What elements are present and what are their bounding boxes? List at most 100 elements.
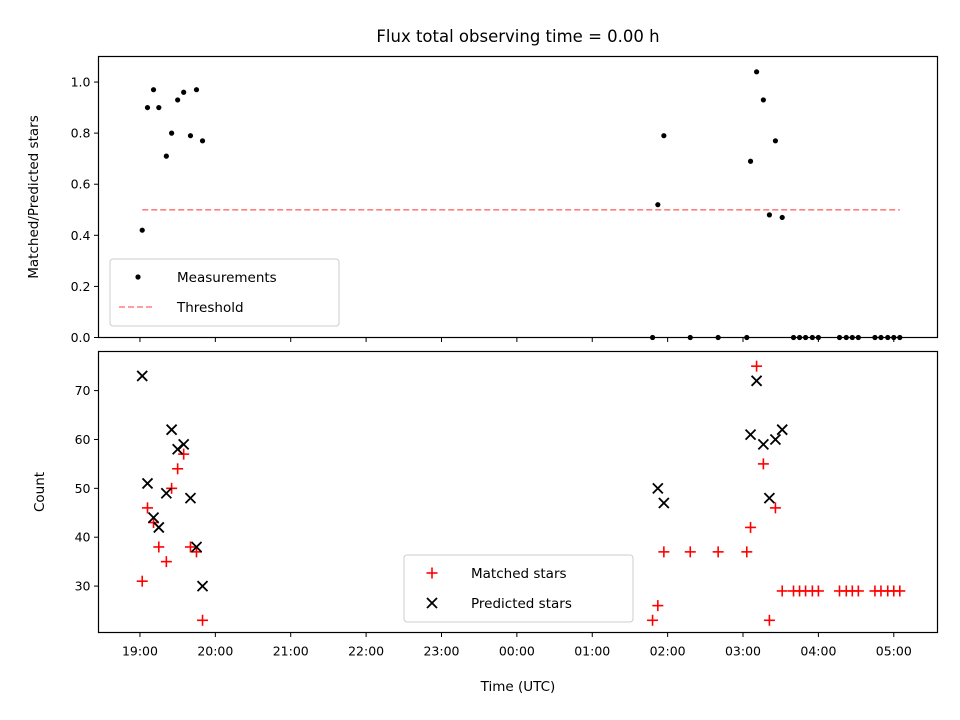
measurement-point [139,227,145,233]
ratio-y-tick-label: 0.4 [71,228,91,243]
matched-star-marker [769,502,781,514]
matched-star-marker [166,482,178,494]
measurement-point [766,212,772,218]
legend-label: Threshold [176,300,244,316]
ratio-legend: Measurements Threshold [109,258,340,327]
count-y-axis-label: Count [32,472,48,512]
predicted-star-marker-b [776,424,788,436]
measurement-point [187,133,194,139]
predicted-star-marker [136,370,148,382]
count-panel: 30 40 50 60 70 19:00 20:00 21:00 22:00 23:00 00:0… [32,350,939,695]
count-y-tick-label: 40 [75,530,91,545]
count-y-tick-label: 50 [75,481,91,496]
matched-star-marker [751,360,763,372]
matched-star-marker [745,521,757,533]
predicted-star-marker [750,375,763,387]
count-legend: Matched stars Predicted stars [403,554,634,623]
predicted-star-marker-b [744,428,757,441]
x-tick-label: 01:00 [574,644,610,659]
predicted-star-marker [757,438,770,450]
predicted-star-marker [652,482,664,494]
predicted-star-marker [165,424,178,436]
predicted-star-marker [658,497,670,509]
measurement-point [772,138,779,144]
predicted-star-marker [763,492,776,504]
measurement-point [747,158,754,164]
x-tick-label: 04:00 [800,644,836,659]
predicted-star-marker-b [153,521,165,534]
matched-star-marker [153,541,165,553]
legend-label: Predicted stars [471,596,572,612]
predicted-star-marker [744,428,757,441]
ratio-axes-frame [97,55,939,339]
measurement-point [169,130,175,136]
measurement-point [150,87,157,93]
matched-star-marker [812,585,824,597]
predicted-star-marker-b [757,438,770,450]
ratio-legend-box [109,258,340,327]
predicted-star-marker-b [147,512,160,524]
ratio-y-tick-label: 1.0 [71,75,91,90]
measurement-point [156,104,162,111]
measurement-point [779,214,785,221]
measurement-point [760,97,766,103]
x-tick-label: 20:00 [197,644,233,659]
measurement-point [193,87,200,93]
matched-star-marker [172,463,184,475]
ratio-plot-area [139,69,903,341]
predicted-star-marker [141,477,154,490]
predicted-star-marker [196,580,209,592]
matched-star-marker [160,556,172,568]
measurement-point [661,133,667,139]
matched-star-marker [763,614,775,626]
predicted-star-marker-b [763,492,776,504]
x-tick-label: 23:00 [423,644,459,659]
legend-label: Matched stars [471,566,567,582]
ratio-y-tick-label: 0.6 [71,177,91,192]
x-tick-label: 21:00 [273,644,309,659]
matched-star-marker [852,585,864,597]
predicted-star-marker-b [141,477,154,490]
predicted-star-marker-b [196,580,209,592]
predicted-star-marker-b [769,433,782,446]
x-tick-label: 03:00 [725,644,761,659]
matched-star-marker [776,585,788,597]
ratio-x-ticks [139,337,895,342]
predicted-star-marker [147,512,160,524]
measurement-point [163,153,169,159]
matched-star-marker [184,541,196,553]
ratio-y-tick-label: 0.0 [71,330,91,345]
matched-star-marker [141,502,153,514]
predicted-star-marker-b [136,370,148,382]
measurement-point [753,69,760,75]
predicted-star-marker [184,492,197,504]
matched-star-marker [136,575,148,587]
x-tick-label: 02:00 [650,644,686,659]
matched-star-marker [757,458,769,470]
predicted-star-marker-b [190,541,203,553]
matched-star-marker [658,546,670,558]
predicted-star-marker-b [750,375,763,387]
matched-star-marker [647,614,659,626]
measurement-point [175,97,181,103]
x-tick-label: 00:00 [499,644,535,659]
x-tick-label: 22:00 [348,644,384,659]
predicted-star-marker-b [178,438,190,450]
predicted-star-marker [153,521,165,534]
ratio-y-ticks: 0.0 0.2 0.4 0.6 0.8 1.0 [71,75,99,345]
legend-label: Measurements [177,270,277,286]
predicted-star-marker [160,487,172,499]
ratio-y-tick-label: 0.2 [71,279,91,294]
x-tick-label: 19:00 [122,644,158,659]
matched-star-marker [652,600,664,612]
x-axis-label: Time (UTC) [480,679,556,695]
predicted-star-marker-b [658,497,670,509]
matched-star-marker [197,614,209,626]
measurement-point [199,138,206,144]
count-legend-box [403,554,634,623]
matched-star-marker [741,546,753,558]
ratio-y-tick-label: 0.8 [71,126,91,141]
count-y-tick-label: 60 [75,432,91,447]
count-y-ticks: 30 40 50 60 70 [75,383,99,594]
count-y-tick-label: 30 [75,579,91,594]
